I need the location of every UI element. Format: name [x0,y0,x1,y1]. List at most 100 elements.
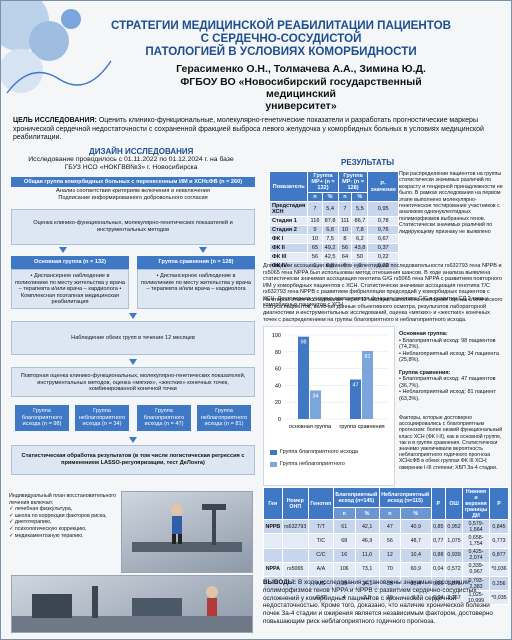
row-label: ФК II [268,243,309,253]
y-tick-label: 60 [275,367,281,373]
table-cell: 0,579-1,564 [462,519,490,535]
table-cell: 35 [332,575,356,592]
box-statistics: Статистическая обработка результатов (в … [11,445,255,475]
plan-item: ✓ лечебная физкультура, [9,506,73,513]
results-title: РЕЗУЛЬТАТЫ [341,158,395,167]
table-cell: 65 [307,243,323,253]
plan-item: ✓ диетотерапию, [9,519,52,526]
row-label: ФК I [268,234,309,244]
table-cell: 10 [378,590,401,606]
table-cell: 61 [332,519,356,535]
table-row: A/G 35 24,1 35 30,4 0,26 1,375 0,793-2,383 0,256 [263,575,510,592]
table-cell: A/A [307,561,334,577]
box-main-group: Основная группа (n = 132) [11,256,129,269]
table-cell: 56 [307,252,323,262]
table-genotypes-body: NPPB rs632793 T/T 61 42,1 47 40,9 0,85 0,952 0,57… [263,519,510,606]
th-main: Группа МР+ (n = 132) [307,171,339,193]
table-cell: 60,9 [399,561,432,577]
second-stage-text: На втором этапе исследования через 12 ме… [263,297,503,323]
plan-item-text: психологическую коррекцию, [14,525,87,532]
category-label: основная группа [289,424,332,430]
snp-cell [281,533,309,549]
table-cell: 0,76 [367,225,399,235]
goal-text: Оценить клинико-функциональные, молекуля… [13,117,484,142]
table-cell: T/T [307,519,334,535]
th-p2: P [488,486,510,521]
snp-cell [281,590,309,606]
table-cell: 10,4 [399,547,432,563]
title-line: С СЕРДЕЧНО-СОСУДИСТОЙ [200,32,362,45]
legend-label: Группа неблагоприятного [280,461,345,467]
legend-label: Группа благоприятного исхода [280,449,358,455]
design-subtitle: Исследование проводилось с 01.11.2022 по… [11,156,251,172]
arrow-down-icon [129,359,137,365]
table-cell: 1,025-10,999 [462,590,490,606]
box-follow-up: Наблюдение обеих групп в течение 12 меся… [11,321,255,355]
organization: ФГБОУ ВО «Новосибирский государственный … [151,76,451,112]
table-cell: 9 [307,225,323,235]
association-text: Для оценки ассоциации вариантов нуклеоти… [263,263,502,308]
factors-text: Факторы, которые достоверно ассоциировал… [399,415,503,471]
table-cell: 0,77 [430,533,446,549]
table-row: C/C 16 11,0 12 10,4 0,88 0,939 0,425-2,074 0,877 [263,547,510,563]
row-label: Предстадия ХСН [268,201,309,217]
table-cell: 1,375 [444,575,464,592]
group-summary: Основная группа: • Благоприятный исход: … [399,331,505,402]
table-cell: 3,357 [444,590,464,606]
conclusion-label: ВЫВОДЫ: [263,579,297,586]
table-cell: 0,339-0,967 [462,561,490,577]
table-cell: 56 [337,243,353,253]
table-cell: 7 [337,201,353,217]
table-cell: 0,877 [488,547,510,563]
y-tick-label: 80 [275,350,281,356]
table-cell: 0,773 [488,533,510,549]
box-outcome-main-good: Группа благоприятного исхода (n = 98) [15,405,69,431]
bar-value-label: 34 [312,393,318,399]
gene-cell [263,575,283,592]
y-tick-label: 0 [278,417,281,423]
design-title: ДИЗАЙН ИССЛЕДОВАНИЯ [89,147,194,156]
table-cell: 0,22 [367,252,399,262]
table-cell: 42,1 [354,519,380,535]
row-label: Стадия 1 [268,216,309,226]
bar [310,390,321,419]
treadmill-illustration [132,504,242,552]
table-cell: 87,8 [321,216,339,226]
outcome-chart-svg: 0 20 40 60 80 100 98 34 основная группа 47 81 групп… [272,333,388,430]
box-repeat-assessment: Повторная оценка клинико-функциональных,… [11,367,255,397]
design-sub-line: ГБУЗ НСО «НОКГВВ№3» г. Новосибирска [64,164,198,171]
th-bad: Неблагоприятный исход (n=115) [378,486,432,509]
gene-cell: NPPB [263,519,283,535]
th-sub: % [354,507,380,521]
table-cell: 0,04 [430,590,446,606]
compare-summary-title: Группа сравнения: [399,369,451,376]
table-cell: 1,075 [444,533,464,549]
table-cell: 0,658-1,754 [462,533,490,549]
box-compare-group: Группа сравнения (n = 128) [137,256,255,269]
table-cell: 0,425-2,074 [462,547,490,563]
plan-item-text: медикаментозную терапию. [14,532,84,539]
table-cell: 8,7 [399,590,432,606]
th-p: P-значение [367,171,399,202]
rehab-photo-2 [11,575,253,633]
bar [350,379,361,419]
row-label: Стадия 2 [268,225,309,235]
table-cell: 73,1 [354,561,380,577]
plan-item: ✓ медикаментозную терапию. [9,532,84,539]
title-line: СТРАТЕГИИ МЕДИЦИНСКОЙ РЕАБИЛИТАЦИИ ПАЦИЕ… [111,19,451,32]
legend-item-good: Группа благоприятного исхода [270,449,358,455]
th-sub: n [307,192,323,202]
table-cell: 5,5 [351,201,369,217]
th-sub: n [378,507,401,521]
distribution-text: При распределении пациентов на группы ст… [399,171,503,235]
table-cell: 0,95 [367,201,399,217]
table-cell: 8 [337,234,353,244]
table-cell: G/G [307,590,334,606]
goal-label: ЦЕЛЬ ИССЛЕДОВАНИЯ: [13,117,97,124]
table-cell: 16 [332,547,356,563]
bar-value-label: 81 [364,354,370,360]
table-cell: 10 [337,225,353,235]
compare-summary-line: • Неблагоприятный исход: 81 пациент (63,… [399,389,496,402]
table-stages-body: Предстадия ХСН 7 5,4 7 5,5 0,95 Стадия 1 116 87,… [268,201,399,271]
